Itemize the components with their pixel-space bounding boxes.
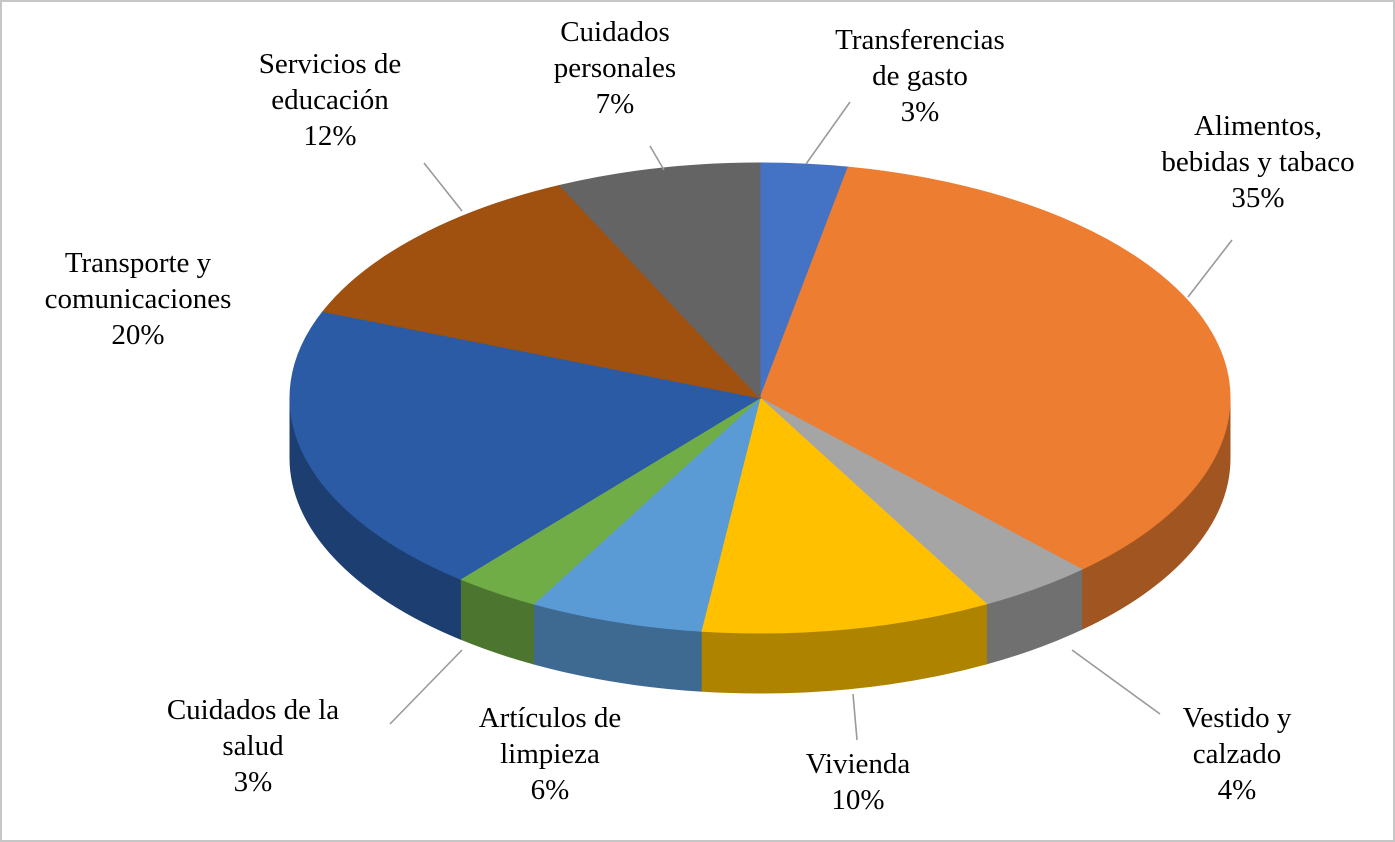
slice-label-line: 6%: [530, 774, 570, 806]
pie-slice-6: [289, 310, 762, 580]
slice-label-line: educación: [271, 84, 389, 116]
slice-label-line: Alimentos,: [1193, 110, 1323, 142]
slice-label-line: limpieza: [500, 738, 600, 770]
slice-label-line: personales: [553, 52, 677, 84]
slice-label-line: Transporte y: [64, 247, 212, 279]
slice-label: Transferencias de gasto 3%: [835, 22, 1005, 130]
leader-line-8: [649, 145, 665, 171]
slice-label-line: 3%: [233, 766, 273, 798]
slice-label-line: comunicaciones: [44, 283, 232, 315]
slice-label-line: 35%: [1231, 182, 1285, 214]
slice-label-line: Vivienda: [805, 748, 911, 780]
slice-label-line: salud: [222, 730, 284, 762]
slice-label-line: 10%: [831, 784, 885, 816]
pie-slice-8: [558, 162, 761, 400]
leader-line-5: [389, 649, 463, 725]
pie-slice-1: [759, 166, 1231, 570]
slice-label-line: 20%: [111, 319, 165, 351]
slice-label-line: bebidas y tabaco: [1161, 146, 1355, 178]
slice-label-line: Vestido y: [1182, 702, 1292, 734]
slice-label-line: Servicios de: [258, 48, 402, 80]
slice-label: Cuidados de la salud 3%: [167, 692, 339, 800]
leader-line-7: [423, 162, 463, 212]
slice-label-line: 12%: [303, 120, 357, 152]
slice-label-line: Transferencias: [835, 24, 1005, 56]
slice-label-line: de gasto: [872, 60, 968, 92]
slice-label: Alimentos, bebidas y tabaco 35%: [1161, 108, 1354, 216]
slice-label-line: Artículos de: [478, 702, 622, 734]
slice-label: Servicios de educación 12%: [259, 46, 402, 154]
slice-label-line: 4%: [1217, 774, 1257, 806]
leader-line-3: [852, 693, 858, 741]
slice-label: Cuidados personales 7%: [554, 14, 676, 122]
leader-line-0: [805, 101, 851, 165]
slice-label: Vivienda 10%: [806, 746, 911, 818]
slice-label-line: Cuidados de la: [166, 694, 340, 726]
leader-line-2: [1071, 649, 1161, 715]
pie-slice-3: [700, 397, 988, 634]
leader-line-1: [1187, 239, 1233, 298]
slice-label: Transporte y comunicaciones 20%: [45, 245, 232, 353]
pie-slice-7: [322, 184, 762, 399]
slice-label-line: calzado: [1192, 738, 1282, 770]
slice-label: Vestido y calzado 4%: [1183, 700, 1292, 808]
slice-label-line: 3%: [900, 96, 940, 128]
slice-label-line: Cuidados: [560, 16, 670, 48]
pie-slice-4: [532, 396, 761, 632]
slice-label-line: 7%: [595, 88, 635, 120]
slice-label: Artículos de limpieza 6%: [479, 700, 622, 808]
